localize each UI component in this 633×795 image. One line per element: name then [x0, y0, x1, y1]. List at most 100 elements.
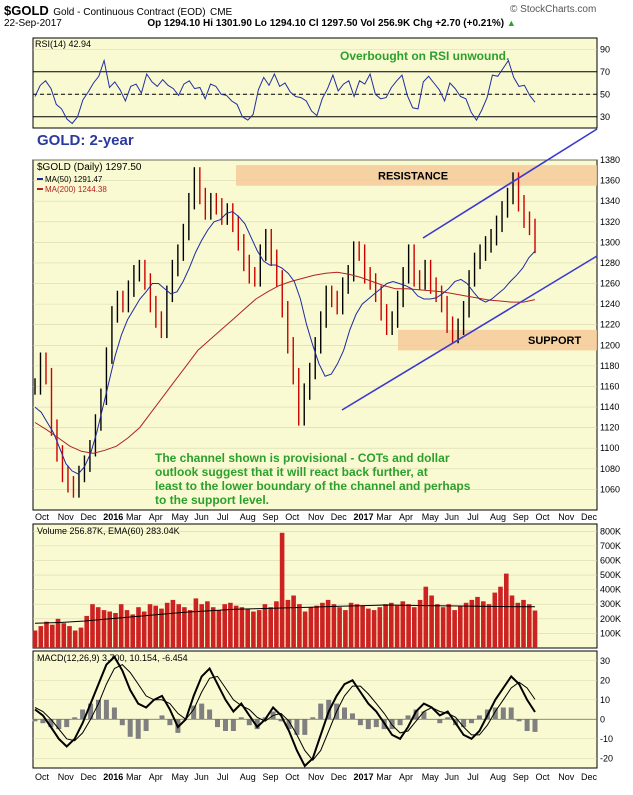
volume-bar [193, 598, 199, 648]
header-line-1: $GOLD Gold - Continuous Contract (EOD) C… [4, 2, 232, 20]
price-annotation-line: outlook suggest that it will react back … [155, 465, 428, 479]
macd-histogram-bar [516, 719, 522, 722]
price-x-label: Dec [331, 512, 348, 522]
channel-lower-line [341, 255, 598, 411]
volume-bar [61, 623, 67, 648]
copyright[interactable]: © StockCharts.com [510, 4, 597, 15]
volume-bar [182, 607, 187, 648]
volume-bar [274, 601, 279, 648]
macd-x-label: Oct [536, 772, 551, 782]
volume-bar [394, 605, 400, 648]
price-x-label: Dec [581, 512, 598, 522]
price-tick-label: 1280 [600, 258, 620, 268]
price-tick-label: 1220 [600, 320, 620, 330]
macd-x-label: Jun [194, 772, 209, 782]
macd-histogram-bar [103, 699, 109, 720]
macd-histogram-bar [508, 707, 514, 720]
volume-bar [389, 602, 394, 648]
volume-bar [400, 601, 406, 648]
volume-bar [90, 604, 95, 648]
volume-bar [302, 611, 308, 648]
macd-histogram-bar [302, 719, 308, 735]
price-x-label: Apr [399, 512, 413, 522]
macd-histogram-bar [318, 703, 324, 720]
open: Op 1294.10 [147, 18, 201, 29]
header-line-2: 22-Sep-2017 Op 1294.10 Hi 1301.90 Lo 129… [4, 18, 516, 29]
price-x-label: Nov [58, 512, 75, 522]
macd-x-label: Nov [558, 772, 575, 782]
price-x-label: Dec [81, 512, 98, 522]
macd-histogram-bar [238, 717, 244, 720]
macd-x-label: Jul [467, 772, 479, 782]
volume-bar [170, 599, 176, 648]
macd-histogram-bar [159, 715, 165, 720]
price-panel-label: GOLD: 2-year [37, 132, 134, 149]
volume-bar [38, 626, 44, 648]
macd-histogram-bar [310, 717, 316, 720]
volume-bar [291, 595, 296, 648]
macd-histogram-bar [445, 717, 451, 720]
macd-x-label: Sep [513, 772, 529, 782]
price-tick-label: 1320 [600, 217, 620, 227]
macd-histogram-bar [96, 699, 101, 720]
volume-bar [509, 595, 515, 648]
macd-histogram-bar [80, 709, 86, 720]
volume-bar [164, 602, 170, 648]
volume-bar [78, 627, 84, 648]
exchange: CME [209, 7, 233, 18]
macd-histogram-bar [127, 719, 133, 737]
macd-signal-line [34, 663, 536, 761]
macd-histogram-bar [437, 719, 443, 724]
rsi-panel [32, 37, 598, 129]
volume-bar [228, 602, 233, 648]
volume-bar [216, 610, 222, 648]
volume-bar [95, 607, 101, 648]
macd-x-label: Dec [81, 772, 98, 782]
volume-bar [504, 573, 509, 648]
price-x-label: 2016 [103, 512, 123, 522]
price-tick-label: 1100 [600, 443, 619, 453]
macd-histogram-bar [413, 709, 419, 720]
price-tick-label: 1160 [600, 381, 619, 391]
volume-bar [268, 607, 273, 648]
volume-bar [187, 610, 193, 648]
price-x-label: Jun [194, 512, 209, 522]
volume: Vol 256.9K [360, 18, 411, 29]
price-x-label: Jun [445, 512, 460, 522]
price-tick-label: 1240 [600, 299, 620, 309]
volume-bar [515, 602, 521, 648]
volume-bar [262, 604, 268, 648]
price-x-label: 2017 [354, 512, 374, 522]
price-x-label: Jul [217, 512, 229, 522]
macd-histogram-bar [199, 703, 205, 720]
price-tick-label: 1260 [600, 279, 620, 289]
price-tick-label: 1060 [600, 484, 620, 494]
macd-x-label: 2016 [103, 772, 123, 782]
macd-title: MACD(12,26,9) 3.700, 10.154, -6.454 [37, 653, 188, 663]
volume-bar [84, 615, 89, 648]
volume-bar [314, 605, 319, 648]
macd-histogram-bar [191, 705, 197, 720]
macd-histogram-bar [421, 711, 427, 720]
macd-x-label: Apr [149, 772, 163, 782]
volume-bar [521, 599, 526, 648]
volume-bar [486, 604, 492, 648]
macd-x-label: Aug [240, 772, 256, 782]
macd-histogram-bar [207, 709, 213, 720]
macd-x-label: 2017 [354, 772, 374, 782]
rsi-tick-label: 90 [600, 44, 610, 54]
price-annotation-line: to the support level. [155, 493, 269, 507]
volume-bar [463, 602, 469, 648]
volume-bar [256, 610, 262, 648]
volume-bar [285, 599, 291, 648]
macd-x-label: Dec [331, 772, 348, 782]
volume-bar [360, 605, 365, 648]
volume-bar [141, 611, 147, 648]
volume-bar [297, 604, 302, 648]
macd-x-label: Mar [126, 772, 142, 782]
price-annotation-line: least to the lower boundary of the chann… [155, 479, 471, 493]
volume-bar [124, 610, 130, 648]
volume-bar [153, 605, 158, 648]
price-tick-label: 1180 [600, 361, 619, 371]
price-x-label: Sep [263, 512, 279, 522]
